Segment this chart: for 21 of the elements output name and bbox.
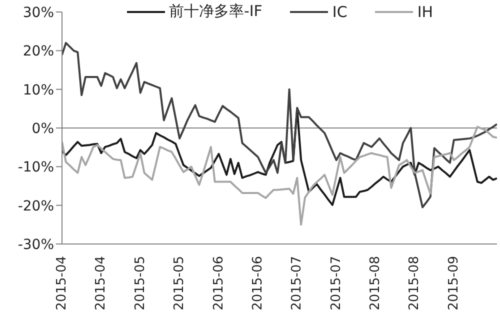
- x-tick-label: 2015-07: [328, 256, 344, 310]
- x-tick-label: 2015-09: [446, 256, 462, 310]
- legend-label: IC: [332, 2, 348, 20]
- legend-label: IH: [417, 2, 434, 20]
- y-tick-label: -20%: [18, 198, 54, 214]
- x-tick-label: 2015-06: [250, 256, 266, 310]
- y-tick-label: -30%: [18, 236, 54, 253]
- x-tick-label: 2015-08: [368, 256, 384, 310]
- y-tick-label: 30%: [22, 4, 54, 21]
- y-tick-label: 20%: [22, 44, 54, 60]
- y-tick-label: -10%: [18, 160, 54, 176]
- x-tick-label: 2015-04: [94, 256, 109, 310]
- y-tick-label: 0%: [32, 120, 54, 137]
- y-tick-label: 10%: [22, 82, 54, 98]
- x-tick-label: 2015-06: [211, 256, 226, 310]
- x-tick-label: 2015-08: [407, 256, 422, 310]
- x-tick-label: 2015-04: [54, 256, 70, 310]
- x-tick-label: 2015-05: [132, 256, 148, 310]
- x-tick-label: 2015-07: [290, 256, 305, 310]
- legend-label: 前十净多率-IF: [168, 2, 262, 21]
- x-tick-label: 2015-05: [172, 256, 188, 310]
